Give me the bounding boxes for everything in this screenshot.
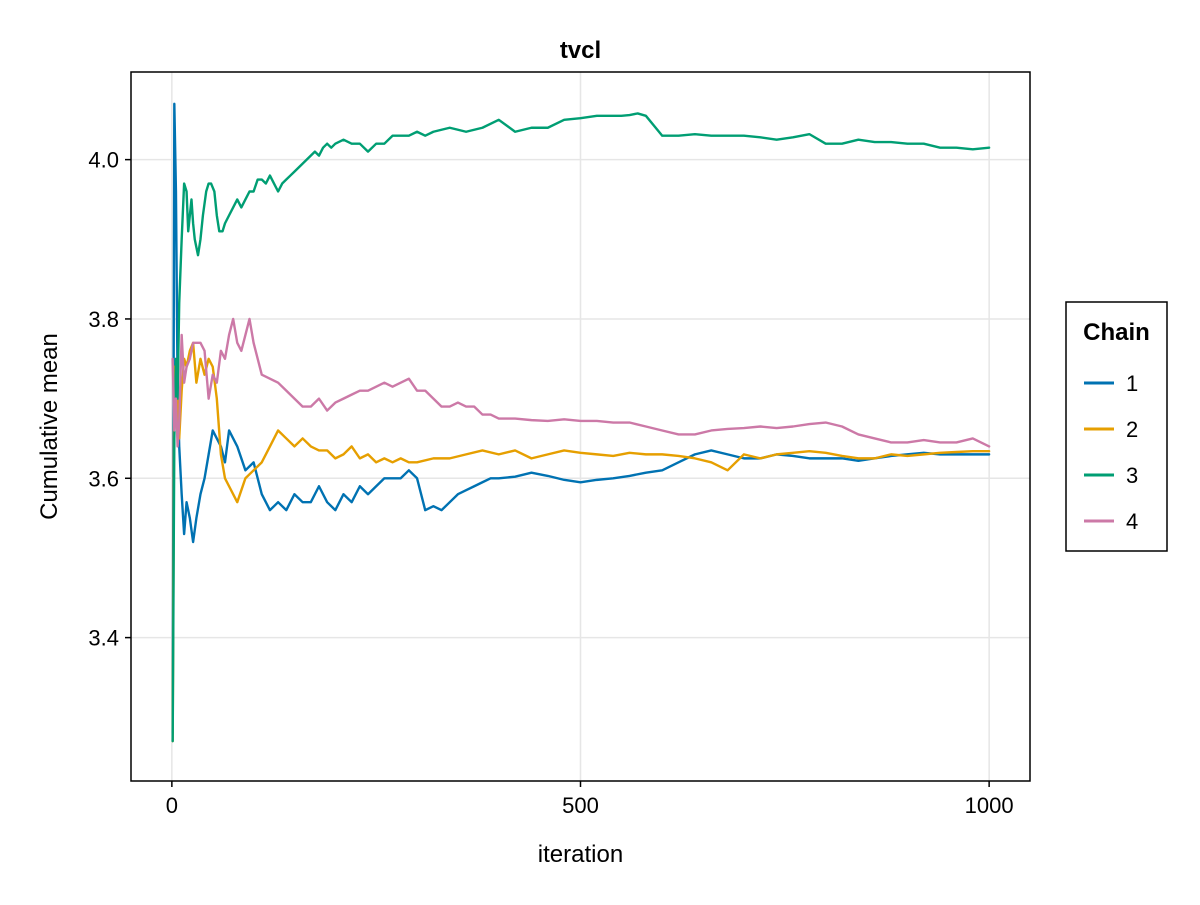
legend-item-chain-4: 4: [1084, 509, 1138, 534]
legend-label: 2: [1126, 417, 1138, 442]
x-tick-label: 1000: [965, 793, 1014, 818]
series-line-chain-2: [171, 341, 991, 743]
legend-box: [1065, 301, 1168, 552]
legend-label: 3: [1126, 463, 1138, 488]
chart-title: tvcl: [560, 37, 601, 64]
legend-label: 4: [1126, 509, 1138, 534]
y-tick-label: 3.8: [88, 307, 119, 332]
y-tick-label: 3.6: [88, 466, 119, 491]
legend: Chain 1 2 3 4: [1065, 301, 1168, 552]
series-line-chain-3: [171, 112, 991, 743]
legend-item-chain-1: 1: [1084, 371, 1138, 396]
legend-title: Chain: [1083, 319, 1150, 346]
legend-item-chain-2: 2: [1084, 417, 1138, 442]
legend-label: 1: [1126, 371, 1138, 396]
y-tick-label: 3.4: [88, 626, 119, 651]
x-axis-label: iteration: [538, 841, 623, 868]
grid-layer: [131, 72, 1030, 781]
tick-layer: 0 500 1000 3.4 3.6 3.8 4.0: [88, 148, 1013, 818]
series-line-chain-4: [171, 317, 991, 448]
y-tick-label: 4.0: [88, 148, 119, 173]
legend-items: 1 2 3 4: [1084, 371, 1138, 534]
x-tick-label: 500: [562, 793, 599, 818]
y-axis-label: Cumulative mean: [36, 333, 63, 520]
series-layer: [171, 102, 991, 743]
legend-item-chain-3: 3: [1084, 463, 1138, 488]
x-tick-label: 0: [166, 793, 178, 818]
